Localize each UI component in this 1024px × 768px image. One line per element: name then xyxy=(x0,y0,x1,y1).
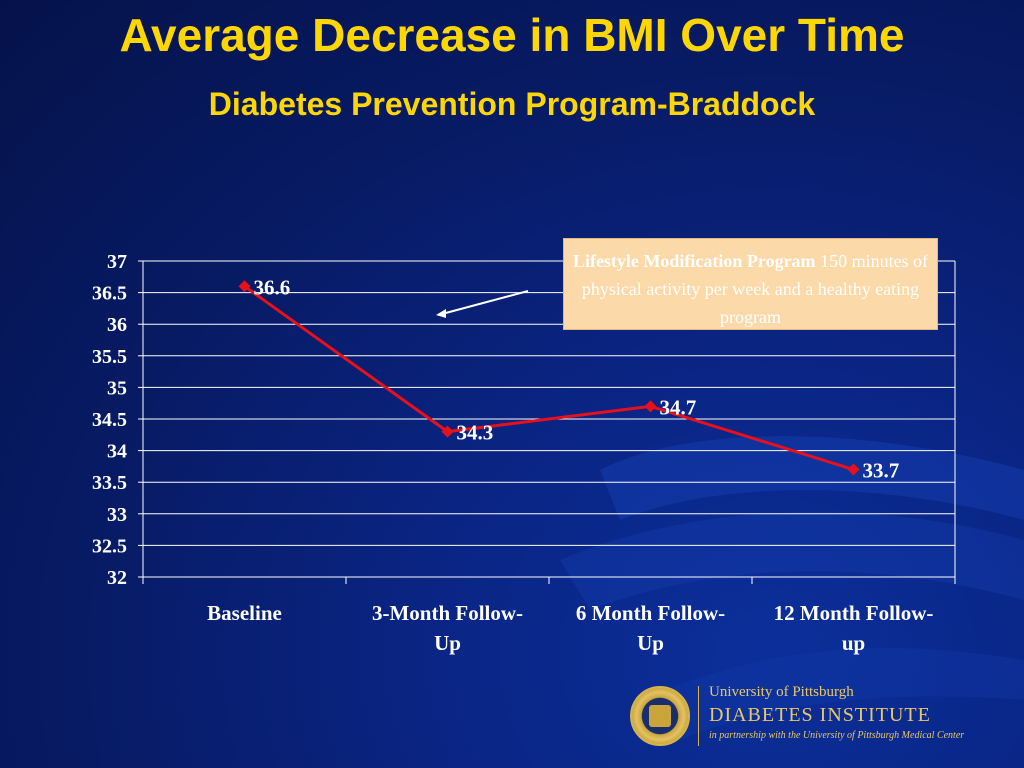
y-tick-label: 32.5 xyxy=(92,535,127,557)
y-tick-label: 36.5 xyxy=(92,283,127,305)
logo-divider xyxy=(698,686,699,746)
data-point-marker xyxy=(847,463,860,476)
logo-university-name: University of Pittsburgh xyxy=(709,684,854,700)
x-category-label: 6 Month Follow-Up xyxy=(576,601,725,655)
logo-partnership-text: in partnership with the University of Pi… xyxy=(709,730,965,741)
y-tick-label: 33.5 xyxy=(92,472,127,494)
label-layer: Baseline 3-Month Follow-Up 6 Month Follow-… xyxy=(207,275,933,655)
series-line xyxy=(243,285,854,471)
data-label: 36.6 xyxy=(254,275,291,299)
y-tick-label: 33 xyxy=(107,504,127,526)
series-layer xyxy=(238,280,860,476)
x-category-label: 3-Month Follow-Up xyxy=(372,601,523,655)
data-point-marker xyxy=(644,400,657,413)
data-point-marker xyxy=(441,425,454,438)
university-seal-icon xyxy=(630,686,690,746)
slide-title: Average Decrease in BMI Over Time xyxy=(119,9,905,61)
slide-subtitle: Diabetes Prevention Program-Braddock xyxy=(208,86,816,122)
y-tick-label: 34 xyxy=(107,441,127,463)
institute-logo: University of Pittsburgh DIABETES INSTIT… xyxy=(630,684,1020,764)
logo-institute-name: DIABETES INSTITUTE xyxy=(709,704,931,726)
lifestyle-callout-box: Lifestyle Modification Program 150 minut… xyxy=(563,238,938,330)
data-point-marker xyxy=(238,280,251,293)
data-label: 33.7 xyxy=(863,459,900,483)
y-tick-label: 32 xyxy=(107,567,127,589)
x-category-label: 12 Month Follow-up xyxy=(774,601,934,655)
y-tick-label: 34.5 xyxy=(92,409,127,431)
callout-bold-text: Lifestyle Modification Program xyxy=(572,251,816,271)
callout-text: 150 minutes of physical activity per wee… xyxy=(581,251,929,327)
y-tick-label: 35.5 xyxy=(92,346,127,368)
y-tick-label: 37 xyxy=(107,251,127,273)
axis-layer: 32 32.5 33 33.5 34 34.5 35 35.5 36 36.5 37 xyxy=(92,251,956,589)
x-category-label: Baseline xyxy=(207,601,282,625)
y-tick-label: 35 xyxy=(107,377,127,399)
data-label: 34.3 xyxy=(457,421,494,445)
data-label: 34.7 xyxy=(660,395,697,419)
y-tick-label: 36 xyxy=(107,314,127,336)
